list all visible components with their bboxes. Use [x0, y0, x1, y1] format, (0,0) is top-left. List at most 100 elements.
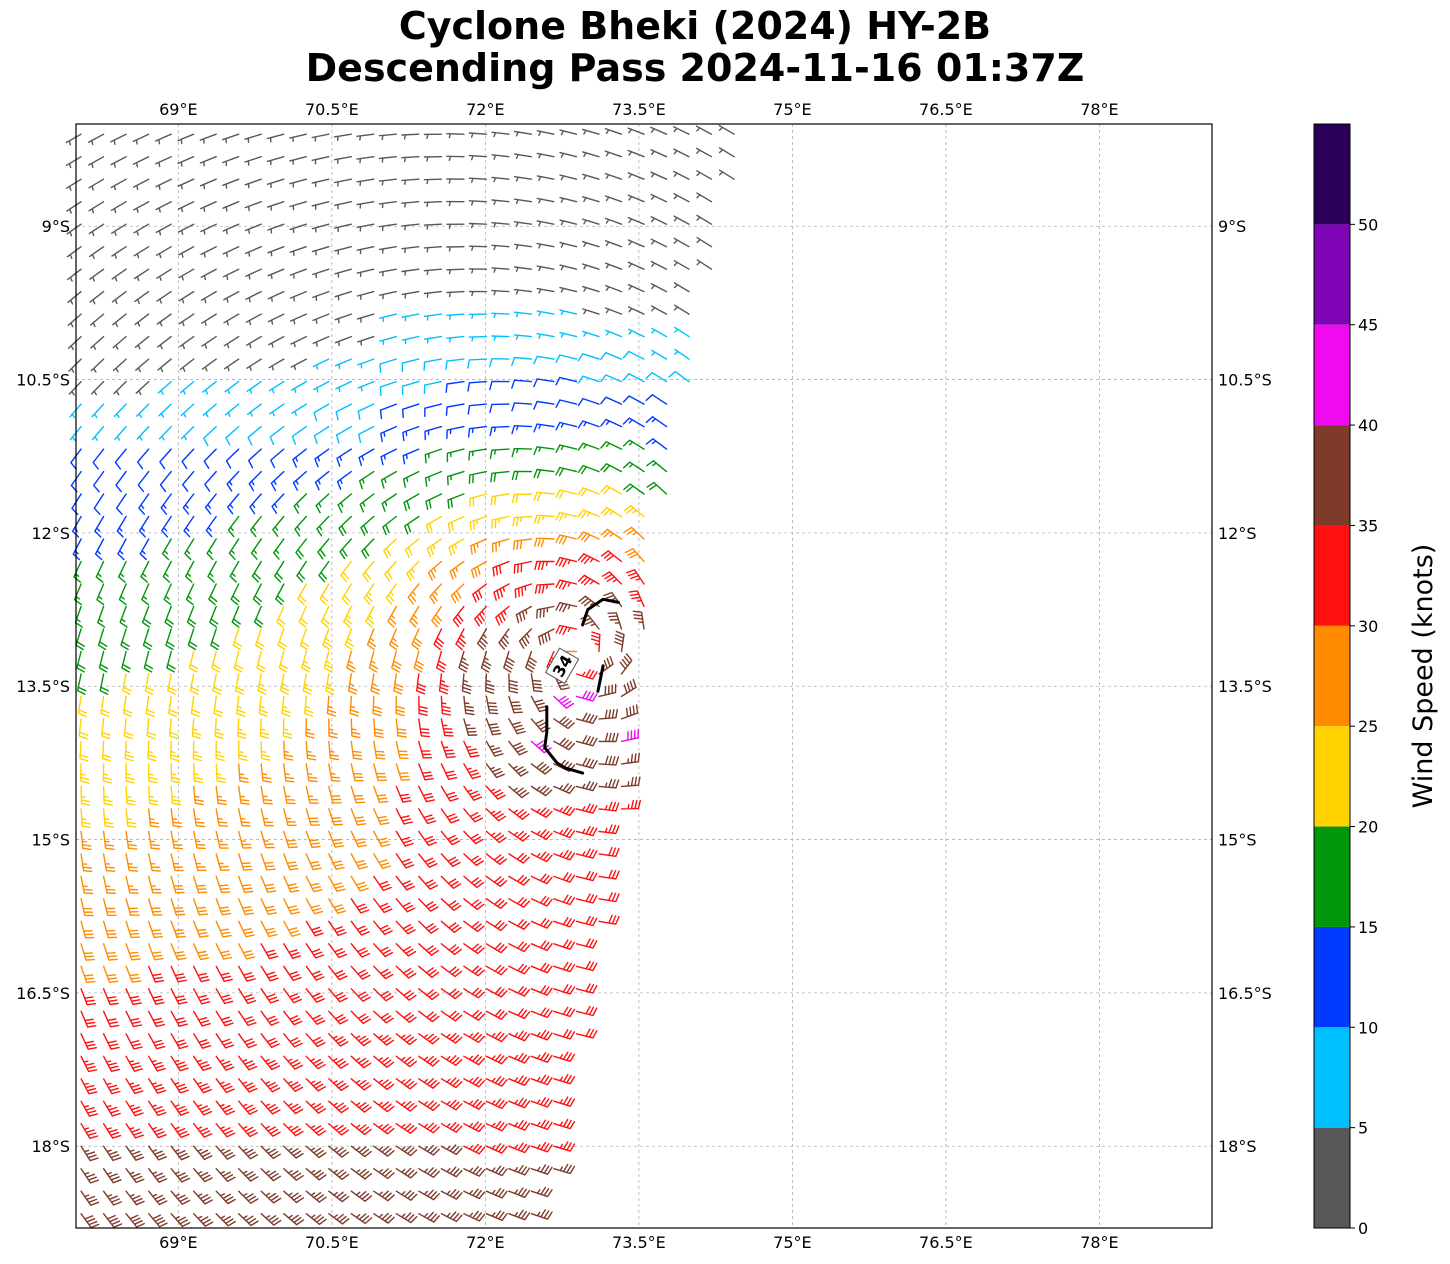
wind-barb — [577, 442, 600, 451]
wind-barb — [440, 1055, 463, 1066]
wind-barb — [260, 920, 278, 938]
wind-barb — [440, 898, 462, 911]
wind-barb — [582, 263, 600, 270]
wind-barb — [445, 358, 465, 370]
wind-barb — [582, 173, 600, 180]
wind-barb — [222, 201, 240, 212]
colorbar-segment — [1314, 324, 1350, 426]
wind-barb — [215, 1145, 236, 1160]
wind-barb — [91, 380, 105, 396]
wind-barb — [575, 938, 598, 949]
wind-barb — [215, 853, 230, 871]
wind-barb — [283, 965, 302, 982]
wind-barb — [559, 151, 578, 158]
wind-barb — [80, 1100, 99, 1117]
wind-barb — [236, 695, 246, 717]
wind-barb — [291, 403, 307, 416]
wind-barb — [208, 583, 218, 606]
wind-barb — [102, 785, 113, 806]
wind-barb — [575, 848, 598, 859]
wind-barb — [418, 808, 437, 825]
wind-barb — [305, 763, 318, 783]
wind-barb — [423, 290, 443, 298]
wind-barb — [170, 808, 183, 828]
wind-barb — [125, 1033, 143, 1050]
wind-barb — [401, 268, 420, 276]
lon-tick-label-top: 76.5°E — [919, 100, 973, 119]
lat-tick-label-left: 18°S — [31, 1137, 70, 1156]
wind-barb — [620, 776, 641, 788]
wind-barb — [313, 403, 330, 422]
wind-barb — [102, 1055, 121, 1072]
wind-barb — [125, 1100, 144, 1117]
wind-barb — [88, 223, 105, 237]
wind-barb — [370, 673, 381, 695]
lat-tick-label-right: 16.5°S — [1218, 984, 1272, 1003]
wind-barb — [247, 425, 262, 446]
wind-barb — [305, 808, 320, 826]
wind-barb — [356, 290, 375, 300]
wind-barb — [71, 515, 82, 538]
wind-barb — [350, 1123, 372, 1136]
colorbar-frame — [1313, 123, 1351, 1229]
wind-barb — [283, 875, 300, 893]
wind-barb — [508, 1164, 531, 1176]
wind-barb — [553, 872, 576, 883]
wind-barb — [350, 1078, 372, 1091]
wind-barb — [147, 740, 157, 762]
wind-barb — [293, 493, 307, 514]
wind-barb — [407, 583, 420, 605]
wind-barb — [604, 262, 623, 270]
wind-barb — [358, 425, 375, 443]
wind-barb — [601, 571, 623, 585]
wind-barb — [423, 313, 443, 321]
wind-barb — [450, 583, 465, 604]
wind-barb — [305, 1033, 326, 1048]
wind-barb — [122, 673, 132, 695]
wind-barb — [65, 156, 82, 169]
wind-barb — [446, 448, 465, 463]
wind-barb — [248, 470, 262, 492]
wind-barb — [98, 650, 109, 673]
lon-tick-label-bottom: 72°E — [466, 1233, 504, 1252]
lon-tick-label-top: 70.5°E — [305, 100, 359, 119]
wind-barb — [190, 695, 201, 718]
wind-barb — [491, 154, 510, 160]
wind-barb — [559, 129, 578, 136]
wind-barb — [461, 673, 472, 695]
wind-barb — [559, 286, 578, 293]
wind-barb — [148, 1100, 167, 1117]
colorbar-tick-label: 15 — [1358, 918, 1378, 937]
wind-barb — [463, 1210, 486, 1222]
wind-barb — [134, 313, 150, 327]
wind-barb — [328, 718, 338, 739]
wind-barb — [559, 309, 578, 316]
wind-barb — [650, 193, 668, 203]
wind-barb — [463, 853, 484, 867]
wind-barb — [530, 1209, 553, 1220]
wind-barb — [627, 261, 645, 270]
wind-barb — [695, 125, 713, 135]
wind-barb — [305, 830, 321, 849]
wind-barb — [328, 830, 345, 848]
wind-barb — [418, 965, 440, 978]
wind-barb — [577, 574, 600, 586]
wind-barb — [468, 222, 488, 229]
wind-barb — [344, 628, 354, 651]
wind-barb — [401, 335, 420, 345]
wind-barb — [269, 403, 285, 417]
wind-barb — [418, 898, 439, 912]
wind-barb — [512, 538, 533, 550]
wind-barb — [530, 1007, 553, 1019]
wind-barb — [312, 313, 330, 324]
colorbar-segment — [1314, 826, 1350, 927]
wind-barb — [271, 493, 285, 514]
wind-barb — [323, 650, 334, 673]
wind-barb — [260, 898, 278, 915]
wind-barb — [604, 195, 623, 203]
wind-barb — [485, 898, 508, 909]
wind-barb — [118, 583, 127, 606]
wind-barb — [199, 133, 217, 144]
wind-barb — [627, 194, 645, 203]
wind-barb — [468, 335, 488, 342]
